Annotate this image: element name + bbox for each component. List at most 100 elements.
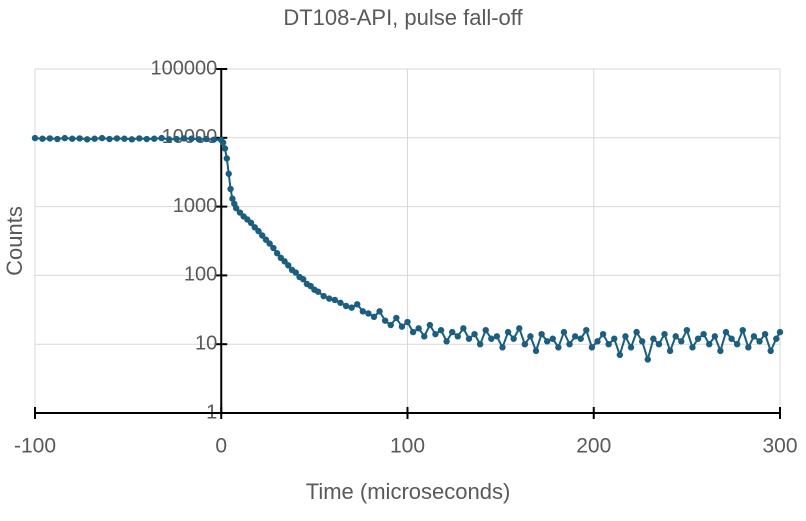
- data-point: [247, 219, 255, 227]
- data-point: [493, 333, 501, 340]
- data-point: [689, 344, 696, 351]
- data-point: [337, 299, 344, 306]
- data-point: [538, 330, 545, 338]
- data-point: [381, 317, 389, 324]
- data-point: [404, 318, 411, 326]
- data-point: [83, 136, 91, 143]
- data-point: [314, 288, 322, 295]
- data-point: [370, 313, 378, 321]
- data-point: [767, 347, 774, 355]
- data-point: [31, 134, 39, 142]
- data-point: [488, 335, 495, 342]
- y-axis-label: Counts: [2, 206, 27, 276]
- data-point: [393, 314, 400, 322]
- data-point: [471, 330, 478, 338]
- data-point: [700, 330, 707, 338]
- y-tick-label: 10: [195, 332, 217, 354]
- data-point: [151, 135, 158, 142]
- data-point: [415, 325, 422, 332]
- data-point: [229, 195, 236, 202]
- data-point: [644, 356, 651, 363]
- data-point: [476, 341, 484, 348]
- x-tick-label: 0: [215, 435, 227, 458]
- data-point: [722, 328, 730, 336]
- data-point: [225, 170, 232, 177]
- data-point: [516, 325, 523, 332]
- data-point: [387, 321, 394, 329]
- data-point: [588, 344, 596, 351]
- data-point: [449, 328, 456, 336]
- data-point: [510, 335, 517, 342]
- data-point: [605, 341, 612, 348]
- data-point: [694, 335, 702, 342]
- data-point: [571, 333, 579, 340]
- data-point: [273, 250, 281, 257]
- data-point: [331, 296, 339, 304]
- y-tick-label: 100000: [151, 57, 218, 79]
- data-point: [320, 292, 327, 300]
- data-point: [543, 338, 551, 345]
- data-point: [728, 335, 735, 342]
- data-point: [672, 333, 679, 340]
- data-point: [549, 335, 556, 342]
- x-tick-label: 100: [390, 435, 425, 458]
- data-point: [165, 136, 173, 143]
- data-point: [532, 347, 540, 355]
- data-point: [773, 335, 780, 342]
- data-point: [599, 330, 607, 338]
- data-point: [223, 155, 231, 162]
- data-point: [750, 333, 758, 340]
- data-point: [733, 341, 741, 348]
- data-point: [426, 321, 434, 329]
- data-point: [678, 338, 685, 345]
- data-point: [560, 328, 568, 336]
- data-point: [210, 136, 217, 143]
- data-point: [195, 136, 203, 143]
- data-point: [482, 326, 489, 334]
- data-point: [203, 135, 210, 143]
- x-tick-label: 200: [576, 435, 611, 458]
- data-point: [143, 135, 150, 143]
- data-point: [583, 326, 590, 334]
- data-point: [409, 328, 417, 336]
- data-point: [266, 240, 273, 247]
- data-point: [761, 330, 769, 338]
- data-point: [173, 135, 180, 143]
- y-tick-label: 1000: [173, 195, 218, 217]
- data-point: [504, 328, 512, 336]
- data-point: [776, 328, 784, 336]
- data-point: [128, 136, 136, 143]
- data-point: [756, 338, 763, 345]
- data-point: [292, 269, 299, 276]
- data-point: [443, 338, 450, 345]
- data-point: [61, 134, 68, 142]
- data-point: [255, 227, 262, 235]
- data-point: [555, 344, 562, 351]
- y-tick-label: 100: [184, 264, 217, 286]
- data-point: [354, 301, 361, 308]
- data-point: [577, 335, 584, 342]
- data-point: [454, 333, 461, 340]
- data-point: [376, 308, 383, 315]
- chart-title: DT108-API, pulse fall-off: [283, 5, 523, 30]
- data-point: [359, 308, 366, 315]
- x-tick-label: -100: [14, 435, 56, 458]
- data-point: [638, 338, 646, 345]
- data-point: [180, 135, 188, 142]
- data-point: [54, 135, 61, 143]
- data-point: [706, 341, 713, 348]
- data-point: [465, 335, 473, 342]
- data-point: [633, 328, 640, 336]
- data-point: [683, 326, 691, 334]
- data-point: [421, 333, 428, 340]
- data-point: [437, 326, 445, 334]
- data-point: [627, 344, 635, 351]
- data-point: [259, 232, 266, 239]
- data-point: [398, 323, 406, 330]
- data-point: [285, 262, 292, 269]
- data-point: [46, 135, 54, 142]
- data-point: [622, 333, 629, 340]
- data-point: [121, 135, 128, 142]
- data-point: [499, 344, 506, 351]
